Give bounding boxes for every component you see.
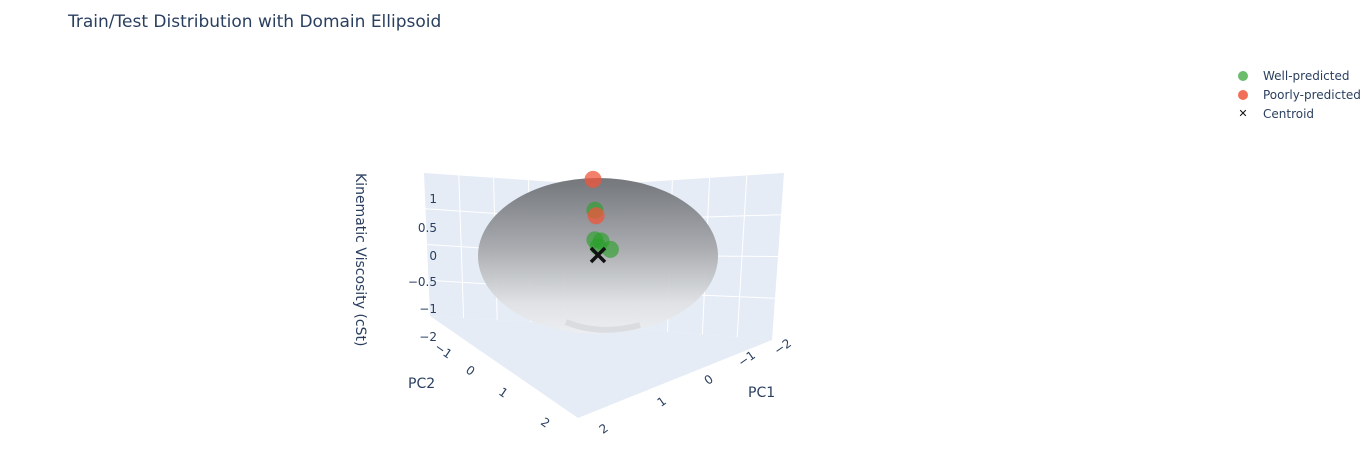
y-tick-label: 2: [538, 415, 552, 431]
y-axis-title: PC2: [408, 376, 435, 392]
x-tick-label: 2: [597, 421, 611, 437]
z-tick-label: −1: [419, 302, 437, 316]
legend-swatch-centroid: ✕: [1238, 106, 1248, 120]
legend-swatch-poor: [1238, 89, 1248, 100]
legend-item-centroid[interactable]: ✕ Centroid: [1234, 104, 1361, 123]
y-tick-label: 0: [463, 363, 477, 379]
legend-label-well: Well-predicted: [1263, 68, 1350, 83]
z-tick-label: 0: [429, 249, 437, 263]
y-tick-label: 1: [496, 385, 510, 401]
legend: Well-predicted Poorly-predicted ✕ Centro…: [1234, 66, 1361, 123]
ellipsoid-base-shadow: [564, 319, 641, 333]
legend-item-well-predicted[interactable]: Well-predicted: [1234, 66, 1361, 85]
z-tick-label: −2: [419, 330, 437, 344]
legend-swatch-well: [1238, 70, 1248, 81]
poorly-predicted-point[interactable]: [584, 170, 602, 188]
z-axis-title: Kinematic Viscosity (cSt): [352, 173, 368, 346]
x-tick-label: −2: [771, 336, 794, 358]
legend-label-centroid: Centroid: [1263, 106, 1315, 121]
chart-title: Train/Test Distribution with Domain Elli…: [68, 12, 442, 32]
x-tick-label: 0: [702, 372, 716, 388]
centroid-marker[interactable]: [589, 246, 607, 264]
poorly-predicted-point[interactable]: [587, 207, 605, 225]
z-tick-label: −0.5: [408, 275, 437, 289]
floor-plane: [430, 316, 772, 418]
legend-label-poor: Poorly-predicted: [1263, 87, 1361, 102]
z-tick-label: 1: [429, 192, 437, 206]
x-axis-title: PC1: [748, 385, 775, 401]
z-tick-label: 0.5: [418, 221, 437, 235]
legend-item-poorly-predicted[interactable]: Poorly-predicted: [1234, 85, 1361, 104]
x-tick-label: 1: [655, 394, 669, 410]
